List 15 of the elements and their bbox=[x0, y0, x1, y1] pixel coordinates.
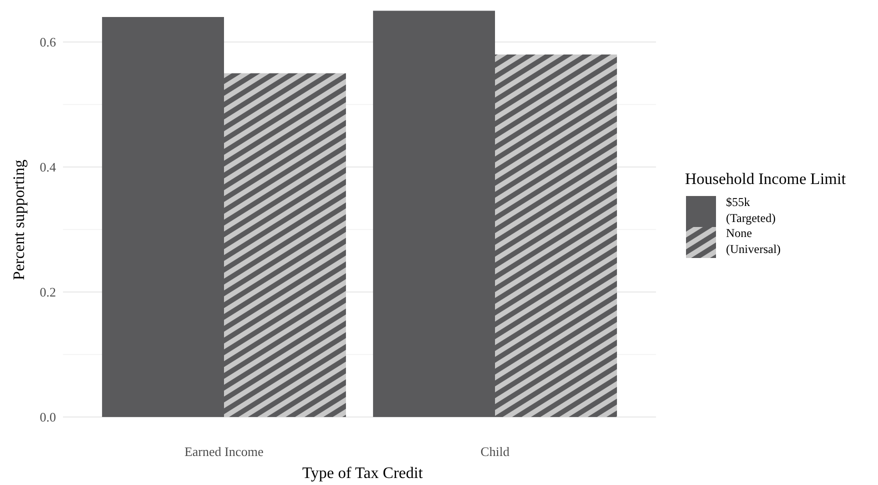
bar bbox=[495, 54, 617, 417]
x-axis-title: Type of Tax Credit bbox=[302, 465, 424, 482]
text: $55k (Targeted) bbox=[726, 195, 776, 225]
bar bbox=[224, 73, 346, 417]
bar bbox=[373, 10, 495, 417]
y-tick-label: 0.2 bbox=[40, 284, 56, 300]
x-tick-label: Child bbox=[480, 444, 510, 459]
y-tick-label: 0.4 bbox=[40, 160, 56, 175]
x-tick-label: Earned Income bbox=[184, 444, 264, 459]
y-tick-label: 0.6 bbox=[40, 34, 56, 50]
bar bbox=[102, 17, 224, 417]
y-axis-title: Percent supporting bbox=[11, 160, 28, 280]
text: None (Universal) bbox=[726, 226, 781, 256]
legend-title: Household Income Limit bbox=[685, 171, 846, 188]
y-tick-label: 0.0 bbox=[40, 410, 56, 425]
